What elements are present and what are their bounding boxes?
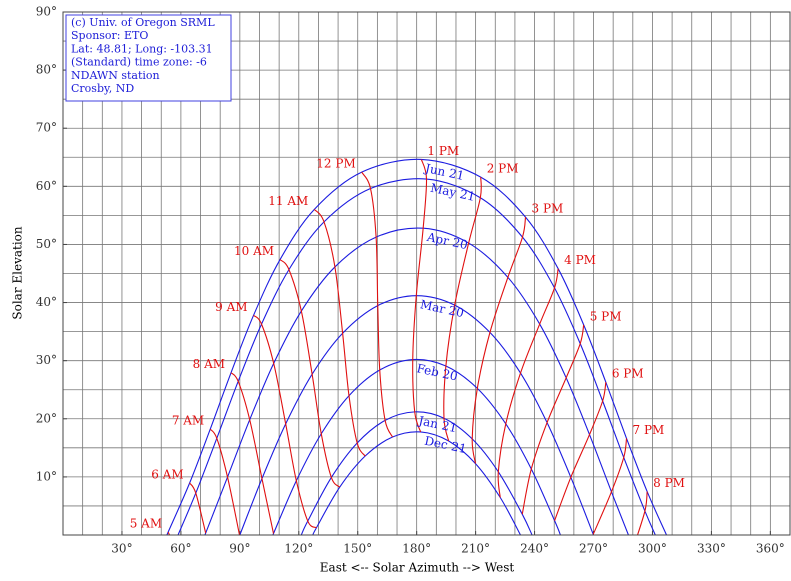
hour-label: 3 PM — [532, 202, 564, 216]
info-line: (Standard) time zone: -6 — [71, 56, 207, 69]
hour-label: 4 PM — [564, 253, 596, 267]
x-tick-label: 210° — [461, 542, 490, 556]
info-line: Crosby, ND — [71, 82, 134, 95]
hour-line — [521, 324, 585, 515]
hour-line — [313, 209, 366, 457]
x-axis-label: East <-- Solar Azimuth --> West — [320, 561, 515, 575]
x-tick-label: 270° — [579, 542, 608, 556]
hour-line — [443, 177, 482, 442]
date-line — [312, 431, 522, 535]
date-line — [204, 227, 629, 535]
date-line — [239, 295, 595, 535]
hour-label: 12 PM — [316, 157, 355, 171]
info-line: Lat: 48.81; Long: -103.31 — [71, 42, 213, 55]
x-tick-label: 330° — [697, 542, 726, 556]
x-tick-label: 60° — [170, 542, 191, 556]
info-line: (c) Univ. of Oregon SRML — [71, 16, 215, 29]
x-tick-label: 30° — [111, 542, 132, 556]
hour-line — [554, 382, 607, 521]
hour-label: 7 AM — [172, 414, 204, 428]
y-tick-label: 80° — [36, 63, 57, 77]
hour-label: 6 PM — [612, 367, 644, 381]
y-tick-label: 90° — [36, 5, 57, 19]
date-line — [166, 158, 668, 535]
y-tick-label: 60° — [36, 179, 57, 193]
x-tick-label: 360° — [756, 542, 785, 556]
x-tick-label: 180° — [402, 542, 431, 556]
hour-line — [253, 314, 317, 529]
hour-label: 8 AM — [193, 357, 225, 371]
x-tick-label: 240° — [520, 542, 549, 556]
y-axis-label: Solar Elevation — [11, 226, 25, 320]
hour-line — [592, 438, 628, 535]
hour-label: 6 AM — [151, 467, 183, 481]
x-tick-label: 150° — [343, 542, 372, 556]
hour-line — [471, 217, 527, 464]
hour-line — [497, 268, 559, 498]
y-tick-label: 20° — [36, 411, 57, 425]
x-tick-label: 90° — [229, 542, 250, 556]
hour-line — [209, 428, 241, 535]
hour-label: 9 AM — [215, 300, 247, 314]
hour-label: 5 AM — [130, 517, 162, 531]
hour-label: 10 AM — [234, 244, 274, 258]
info-line: NDAWN station — [71, 69, 160, 82]
hour-line — [636, 491, 648, 535]
hour-label: 7 PM — [633, 423, 665, 437]
hour-line — [189, 482, 207, 534]
plot-frame — [62, 11, 791, 536]
hour-label: 2 PM — [487, 162, 519, 176]
y-tick-label: 50° — [36, 237, 57, 251]
hour-label: 1 PM — [427, 144, 459, 158]
x-tick-label: 120° — [284, 542, 313, 556]
hour-line — [412, 159, 428, 433]
x-tick-label: 300° — [638, 542, 667, 556]
hour-label: 11 AM — [268, 194, 308, 208]
y-tick-label: 10° — [36, 469, 57, 483]
hour-line — [167, 531, 171, 535]
y-tick-label: 30° — [36, 353, 57, 367]
hour-line — [361, 171, 394, 438]
hour-line — [279, 259, 341, 488]
hour-line — [230, 372, 275, 534]
hour-label: 5 PM — [590, 309, 622, 323]
y-tick-label: 70° — [36, 121, 57, 135]
y-tick-label: 40° — [36, 295, 57, 309]
hour-label: 8 PM — [653, 476, 685, 490]
info-frame — [65, 14, 232, 102]
info-line: Sponsor: ETO — [71, 29, 148, 42]
curves — [166, 158, 668, 535]
